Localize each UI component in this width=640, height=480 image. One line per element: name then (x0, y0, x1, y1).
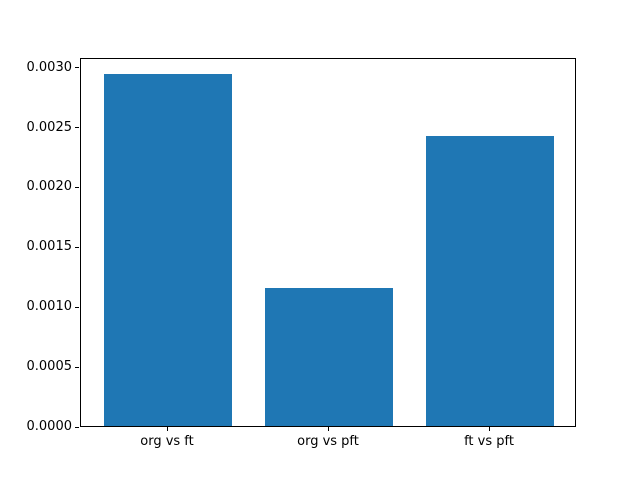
y-axis-tick (75, 127, 79, 128)
y-tick-label: 0.0010 (26, 299, 73, 315)
x-tick-label: org vs ft (140, 434, 194, 449)
y-axis-tick (75, 246, 79, 248)
bar-ft-vs-pft (425, 136, 555, 426)
y-axis-tick (75, 306, 79, 308)
y-tick-label: 0.0000 (26, 419, 73, 434)
x-tick-label: org vs pft (297, 434, 359, 449)
y-tick-label: 0.0025 (26, 119, 73, 135)
y-axis-tick (75, 426, 79, 428)
y-tick-label: 0.0015 (26, 239, 73, 255)
x-axis-tick (327, 427, 329, 431)
x-axis-tick (488, 427, 490, 431)
bar-org-vs-ft (103, 73, 233, 426)
y-axis-tick (75, 67, 79, 69)
x-axis-tick (166, 427, 168, 431)
bar-org-vs-pft (264, 288, 394, 426)
plot-area (80, 58, 576, 427)
y-axis-tick (75, 186, 79, 188)
y-tick-label: 0.0030 (26, 59, 73, 75)
x-tick-label: ft vs pft (464, 434, 514, 449)
y-axis-tick (75, 366, 79, 368)
y-tick-label: 0.0020 (26, 179, 73, 195)
y-tick-label: 0.0005 (26, 359, 73, 375)
